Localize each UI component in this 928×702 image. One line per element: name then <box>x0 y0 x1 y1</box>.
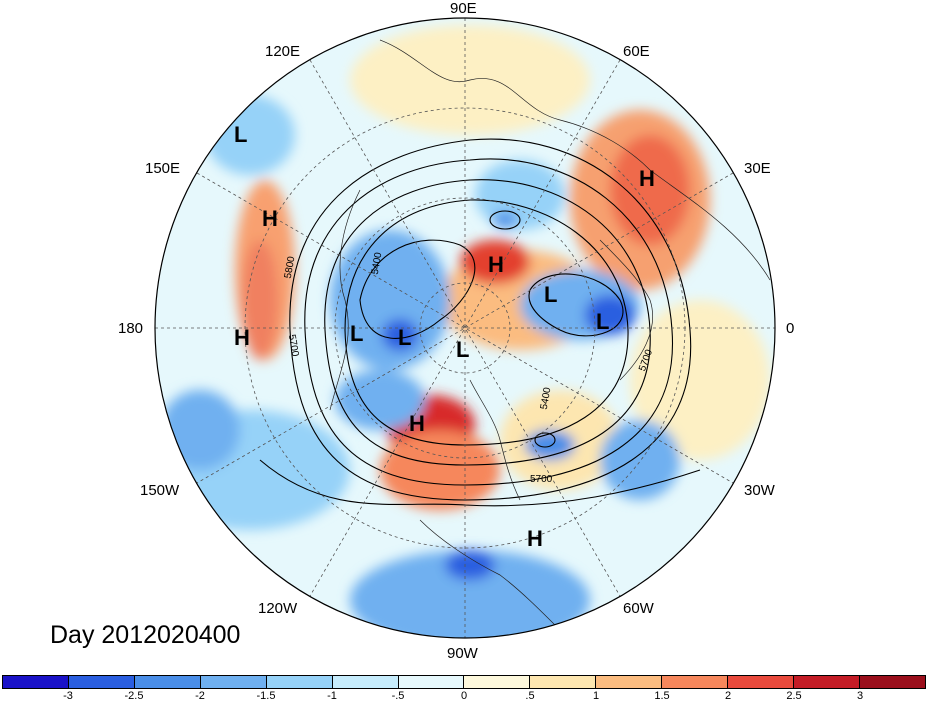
high-center: H <box>488 252 504 277</box>
colorbar-tick-label: -1 <box>327 690 337 702</box>
colorbar-cell <box>728 676 795 688</box>
graticule <box>155 18 775 638</box>
lon-label-150e: 150E <box>145 160 181 177</box>
colorbar-tick-label: 2.5 <box>786 690 802 702</box>
colorbar-cell <box>266 676 333 688</box>
colorbar-tick-label: 1 <box>592 690 600 702</box>
colorbar-tick-label: -.5 <box>391 690 405 702</box>
colorbar-cell <box>662 676 729 688</box>
high-center: H <box>527 526 543 551</box>
high-center: H <box>262 206 278 231</box>
colorbar-cell <box>68 676 135 688</box>
anomaly-field <box>155 18 775 638</box>
lon-label-180: 180 <box>118 320 144 337</box>
low-center: L <box>234 122 248 147</box>
low-center: L <box>398 325 412 350</box>
contour-label: 5700 <box>530 474 553 485</box>
colorbar-tick-label: 2 <box>724 690 732 702</box>
colorbar-cell <box>794 676 860 688</box>
colorbar-cell <box>200 676 267 688</box>
colorbar-cell <box>134 676 201 688</box>
colorbar-cell <box>464 676 531 688</box>
low-center: L <box>596 309 610 334</box>
high-center: H <box>409 411 425 436</box>
lon-label-150w: 150W <box>140 482 180 499</box>
low-center: L <box>350 321 364 346</box>
colorbar-tick-label: 3 <box>856 690 864 702</box>
lon-label-30e: 30E <box>744 160 771 177</box>
coastlines <box>329 39 771 631</box>
colorbar-cell <box>332 676 399 688</box>
high-center: H <box>234 325 250 350</box>
colorbar-cell <box>530 676 597 688</box>
lon-label-120e: 120E <box>265 43 301 60</box>
colorbar-cell <box>398 676 465 688</box>
low-center: L <box>456 337 470 362</box>
lon-label-30w: 30W <box>744 482 775 499</box>
lon-label-90e: 90E <box>450 0 477 17</box>
colorbar <box>2 675 926 689</box>
colorbar-tick-label: -3 <box>63 690 73 702</box>
colorbar-tick-label: .5 <box>525 690 535 702</box>
lon-label-90w: 90W <box>447 645 478 662</box>
day-title: Day 2012020400 <box>50 621 241 649</box>
colorbar-cell <box>859 676 925 688</box>
colorbar-cell <box>3 676 69 688</box>
colorbar-tick-label: 1.5 <box>654 690 670 702</box>
low-center: L <box>544 282 558 307</box>
height-contours <box>259 138 701 507</box>
lon-label-60w: 60W <box>623 600 654 617</box>
high-center: H <box>639 166 655 191</box>
colorbar-tick-label: -2.5 <box>124 690 144 702</box>
colorbar-cell <box>596 676 663 688</box>
lon-label-120w: 120W <box>258 600 298 617</box>
colorbar-tick-label: 0 <box>460 690 468 702</box>
lon-label-0: 0 <box>786 320 795 337</box>
colorbar-tick-label: -1.5 <box>256 690 276 702</box>
colorbar-tick-label: -2 <box>195 690 205 702</box>
lon-label-60e: 60E <box>623 43 650 60</box>
map-boundary <box>154 17 776 639</box>
